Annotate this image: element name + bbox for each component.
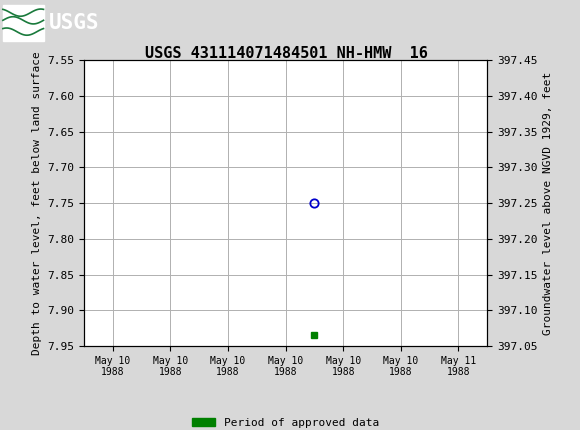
Y-axis label: Groundwater level above NGVD 1929, feet: Groundwater level above NGVD 1929, feet — [543, 71, 553, 335]
Legend: Period of approved data: Period of approved data — [188, 413, 383, 430]
FancyBboxPatch shape — [3, 4, 43, 41]
Y-axis label: Depth to water level, feet below land surface: Depth to water level, feet below land su… — [32, 51, 42, 355]
Text: USGS 431114071484501 NH-HMW  16: USGS 431114071484501 NH-HMW 16 — [144, 46, 427, 61]
Text: USGS: USGS — [49, 12, 100, 33]
